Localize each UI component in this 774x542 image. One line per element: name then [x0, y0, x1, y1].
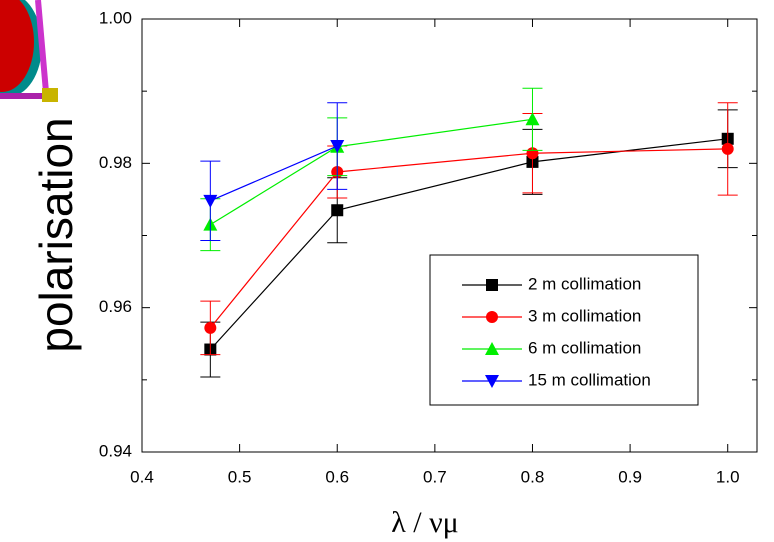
x-axis-label: λ / νμ [391, 506, 459, 539]
legend-label: 2 m collimation [528, 274, 641, 293]
illustration [0, 0, 58, 102]
y-axis-label: polarisation [30, 117, 82, 352]
series-line [210, 118, 533, 226]
series-line [209, 148, 728, 329]
marker [203, 194, 218, 208]
y-tick-label: 0.98 [99, 153, 132, 172]
marker [486, 279, 498, 291]
x-tick-label: 0.4 [130, 467, 154, 486]
x-tick-label: 0.8 [521, 467, 545, 486]
x-tick-label: 0.6 [325, 467, 349, 486]
x-tick-label: 0.9 [618, 467, 642, 486]
x-tick-label: 0.5 [228, 467, 252, 486]
legend-box [429, 254, 699, 406]
x-tick-label: 1.0 [716, 467, 740, 486]
x-tick-label: 0.7 [423, 467, 447, 486]
marker [330, 140, 345, 154]
y-tick-label: 1.00 [99, 8, 132, 27]
y-tick-label: 0.96 [99, 297, 132, 316]
marker [486, 311, 498, 323]
series-line [209, 138, 728, 350]
y-tick-label: 0.94 [99, 441, 132, 460]
marker [485, 375, 499, 388]
series-line [210, 145, 338, 202]
marker [721, 142, 734, 155]
marker [204, 321, 217, 334]
marker [485, 342, 499, 355]
legend-label: 15 m collimation [528, 370, 651, 389]
marker [525, 112, 540, 126]
legend-label: 3 m collimation [528, 306, 641, 325]
legend-label: 6 m collimation [528, 338, 641, 357]
marker [331, 204, 344, 217]
